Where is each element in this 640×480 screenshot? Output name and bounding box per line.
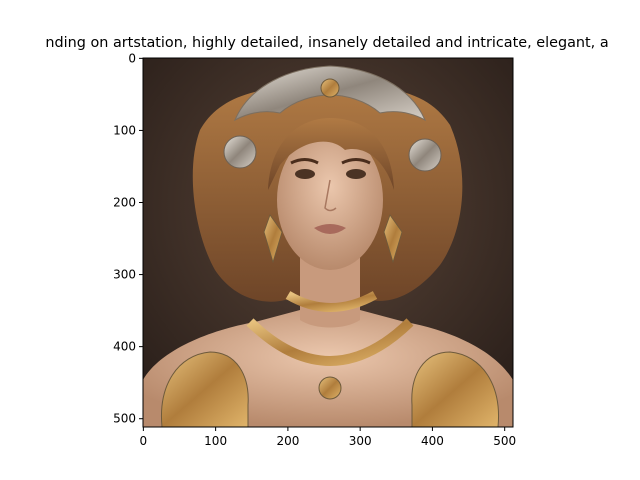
right-earring <box>383 214 403 264</box>
y-tick-label: 400 <box>113 340 136 354</box>
choker-necklace <box>285 291 378 312</box>
y-tick-label: 300 <box>113 268 136 282</box>
left-shoulder-ornament <box>160 351 249 427</box>
y-tick-label: 500 <box>113 412 136 426</box>
x-tick-label: 0 <box>140 434 148 448</box>
image-axes: 0 100 200 300 400 500 0 100 200 300 400 500 <box>113 51 516 448</box>
right-brow <box>341 158 371 165</box>
lips <box>314 224 346 234</box>
chart-title: nding on artstation, highly detailed, in… <box>45 35 608 51</box>
y-tick-label: 0 <box>128 51 136 65</box>
right-eye <box>346 169 366 179</box>
left-crown-ornament <box>223 135 257 169</box>
x-tick-label: 100 <box>204 434 227 448</box>
nose <box>324 179 337 212</box>
right-crown-ornament <box>408 138 442 172</box>
x-tick-label: 300 <box>349 434 372 448</box>
y-axis-ticks: 0 100 200 300 400 500 <box>113 51 143 426</box>
x-tick-label: 200 <box>276 434 299 448</box>
x-tick-label: 400 <box>421 434 444 448</box>
hair-fringe <box>268 118 394 190</box>
left-eye <box>295 169 315 179</box>
necklace-pendant <box>318 376 342 400</box>
x-axis-ticks: 0 100 200 300 400 500 <box>140 427 516 448</box>
right-shoulder-ornament <box>411 351 500 427</box>
long-necklace <box>246 318 414 366</box>
y-tick-label: 100 <box>113 123 136 137</box>
crown-jewel <box>320 78 340 98</box>
axes-frame <box>142 57 514 428</box>
portrait-image <box>143 58 513 427</box>
left-brow <box>290 158 319 165</box>
left-earring <box>263 214 283 264</box>
face <box>277 130 383 270</box>
x-tick-label: 500 <box>493 434 516 448</box>
y-tick-label: 200 <box>113 196 136 210</box>
